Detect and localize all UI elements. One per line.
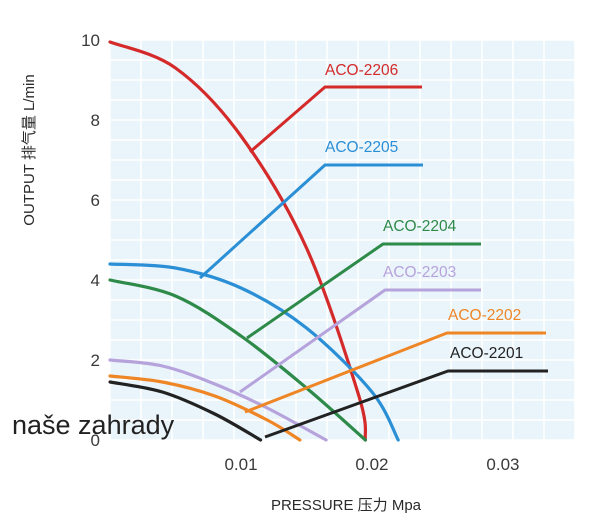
y-tick-label: 10: [81, 31, 100, 50]
x-tick-label: 0.03: [486, 455, 519, 474]
series-label: ACO-2206: [325, 62, 398, 79]
series-labels: ACO-2206 ACO-2205 ACO-2204 ACO-2203 ACO-2202…: [325, 62, 523, 362]
series-curve: [108, 374, 302, 442]
label-leader-line: [244, 331, 546, 414]
watermark-text: naše zahrady: [12, 410, 175, 440]
y-tick-label: 4: [91, 271, 100, 290]
series-curves: [108, 40, 400, 442]
y-axis-title: OUTPUT 排气量 L/min: [21, 74, 38, 225]
tick-labels: 0 2 4 6 8 10 0.01 0.02 0.03: [81, 31, 519, 474]
series-label: ACO-2201: [450, 345, 523, 362]
series-curve: [108, 40, 368, 442]
series-label: ACO-2202: [448, 307, 521, 324]
series-label: ACO-2204: [383, 218, 457, 235]
y-tick-label: 6: [91, 191, 100, 210]
x-axis-title: PRESSURE 压力 Mpa: [271, 497, 422, 514]
y-tick-label: 2: [91, 351, 100, 370]
y-tick-label: 0: [91, 431, 100, 450]
series-label: ACO-2205: [325, 139, 398, 156]
label-leader-line: [246, 242, 481, 340]
series-curve: [108, 380, 263, 442]
label-leader-line: [249, 85, 422, 154]
y-tick-label: 8: [91, 111, 100, 130]
label-leader-line: [198, 163, 423, 280]
series-label: ACO-2203: [383, 264, 456, 281]
x-tick-label: 0.01: [224, 455, 257, 474]
label-leaders: [198, 85, 548, 439]
label-leader-line: [264, 369, 548, 439]
x-tick-label: 0.02: [355, 455, 388, 474]
series-curve: [108, 278, 367, 442]
label-leader-line: [239, 288, 481, 394]
series-curve: [108, 262, 400, 442]
series-curve: [108, 358, 328, 442]
grid: [109, 39, 576, 441]
